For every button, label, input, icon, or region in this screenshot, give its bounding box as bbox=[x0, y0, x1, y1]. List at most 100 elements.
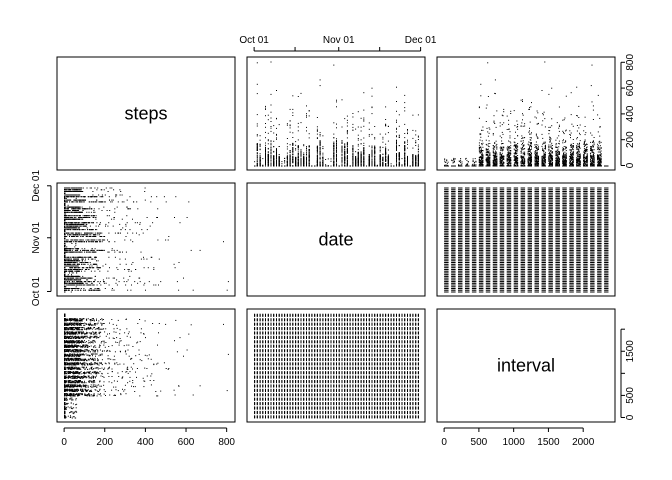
data-point bbox=[565, 156, 567, 158]
data-point bbox=[256, 135, 258, 137]
data-point bbox=[549, 155, 551, 157]
data-point bbox=[502, 160, 504, 162]
data-point bbox=[371, 164, 373, 166]
data-point bbox=[286, 123, 288, 125]
data-point bbox=[344, 144, 346, 146]
data-point bbox=[360, 164, 362, 166]
data-point bbox=[398, 161, 400, 163]
data-point bbox=[382, 165, 384, 167]
data-point bbox=[292, 149, 294, 151]
data-point bbox=[363, 160, 365, 162]
data-point bbox=[404, 133, 406, 134]
data-point bbox=[357, 163, 359, 165]
data-point bbox=[270, 126, 272, 127]
data-point bbox=[357, 145, 359, 147]
data-point bbox=[297, 165, 299, 167]
data-point bbox=[316, 146, 318, 148]
data-point bbox=[267, 164, 269, 166]
data-point bbox=[401, 164, 403, 166]
data-point bbox=[273, 162, 275, 164]
data-point bbox=[289, 152, 291, 154]
data-point bbox=[300, 164, 302, 166]
data-point bbox=[572, 163, 574, 165]
data-point bbox=[360, 155, 362, 157]
data-point bbox=[276, 117, 277, 119]
data-point bbox=[346, 146, 348, 147]
data-point bbox=[379, 154, 381, 156]
data-point bbox=[479, 152, 481, 154]
data-point bbox=[487, 62, 489, 64]
data-point bbox=[286, 165, 288, 167]
data-point bbox=[292, 155, 294, 157]
data-point bbox=[368, 135, 370, 137]
data-point bbox=[360, 155, 362, 157]
data-point bbox=[562, 149, 564, 151]
data-point bbox=[368, 164, 370, 166]
data-point bbox=[404, 154, 406, 156]
data-point bbox=[355, 158, 357, 160]
data-point bbox=[357, 161, 359, 163]
data-point bbox=[382, 158, 384, 160]
data-point bbox=[368, 159, 370, 161]
data-point bbox=[289, 127, 291, 129]
data-point bbox=[259, 153, 261, 155]
data-point bbox=[461, 163, 463, 165]
data-point bbox=[357, 138, 359, 139]
data-point bbox=[316, 145, 318, 147]
data-point bbox=[333, 148, 335, 150]
data-point bbox=[360, 158, 362, 160]
data-point bbox=[267, 151, 269, 153]
data-point bbox=[549, 155, 551, 157]
data-point bbox=[565, 152, 567, 154]
data-point bbox=[599, 117, 601, 119]
data-point bbox=[256, 146, 258, 148]
data-point bbox=[259, 161, 261, 163]
data-point bbox=[374, 153, 376, 155]
data-point bbox=[548, 93, 550, 95]
data-point bbox=[270, 150, 272, 152]
data-point bbox=[281, 163, 283, 165]
data-point bbox=[300, 92, 302, 94]
data-point bbox=[270, 160, 272, 162]
data-point bbox=[514, 143, 516, 145]
data-point bbox=[363, 148, 365, 150]
data-point bbox=[412, 159, 414, 161]
data-point bbox=[417, 157, 419, 159]
data-point bbox=[360, 117, 362, 119]
data-point bbox=[308, 156, 310, 158]
data-point bbox=[379, 161, 381, 163]
data-point bbox=[336, 156, 337, 158]
data-point bbox=[286, 124, 288, 126]
data-point bbox=[333, 149, 335, 151]
data-point bbox=[393, 165, 395, 167]
data-point bbox=[412, 157, 414, 159]
data-point bbox=[401, 165, 403, 167]
data-point bbox=[396, 165, 397, 167]
data-point bbox=[404, 142, 406, 144]
data-point bbox=[319, 155, 321, 157]
data-point bbox=[316, 152, 318, 154]
data-point bbox=[344, 152, 346, 154]
data-point bbox=[256, 144, 258, 146]
data-point bbox=[308, 159, 310, 161]
data-point bbox=[346, 122, 348, 124]
data-point bbox=[265, 165, 266, 167]
data-point bbox=[267, 132, 269, 134]
data-point bbox=[289, 160, 291, 162]
data-point bbox=[355, 151, 357, 153]
data-point bbox=[346, 131, 348, 133]
data-point bbox=[412, 161, 414, 163]
data-point bbox=[300, 150, 302, 152]
data-point bbox=[417, 148, 419, 150]
data-point bbox=[276, 158, 277, 160]
data-point bbox=[371, 152, 373, 154]
data-point bbox=[325, 165, 327, 167]
data-point bbox=[319, 161, 321, 163]
data-point bbox=[267, 162, 269, 164]
data-point bbox=[286, 162, 288, 163]
data-point bbox=[396, 128, 397, 130]
data-point bbox=[374, 158, 376, 159]
data-point bbox=[385, 106, 387, 108]
data-point bbox=[415, 141, 417, 143]
data-point bbox=[557, 150, 559, 152]
